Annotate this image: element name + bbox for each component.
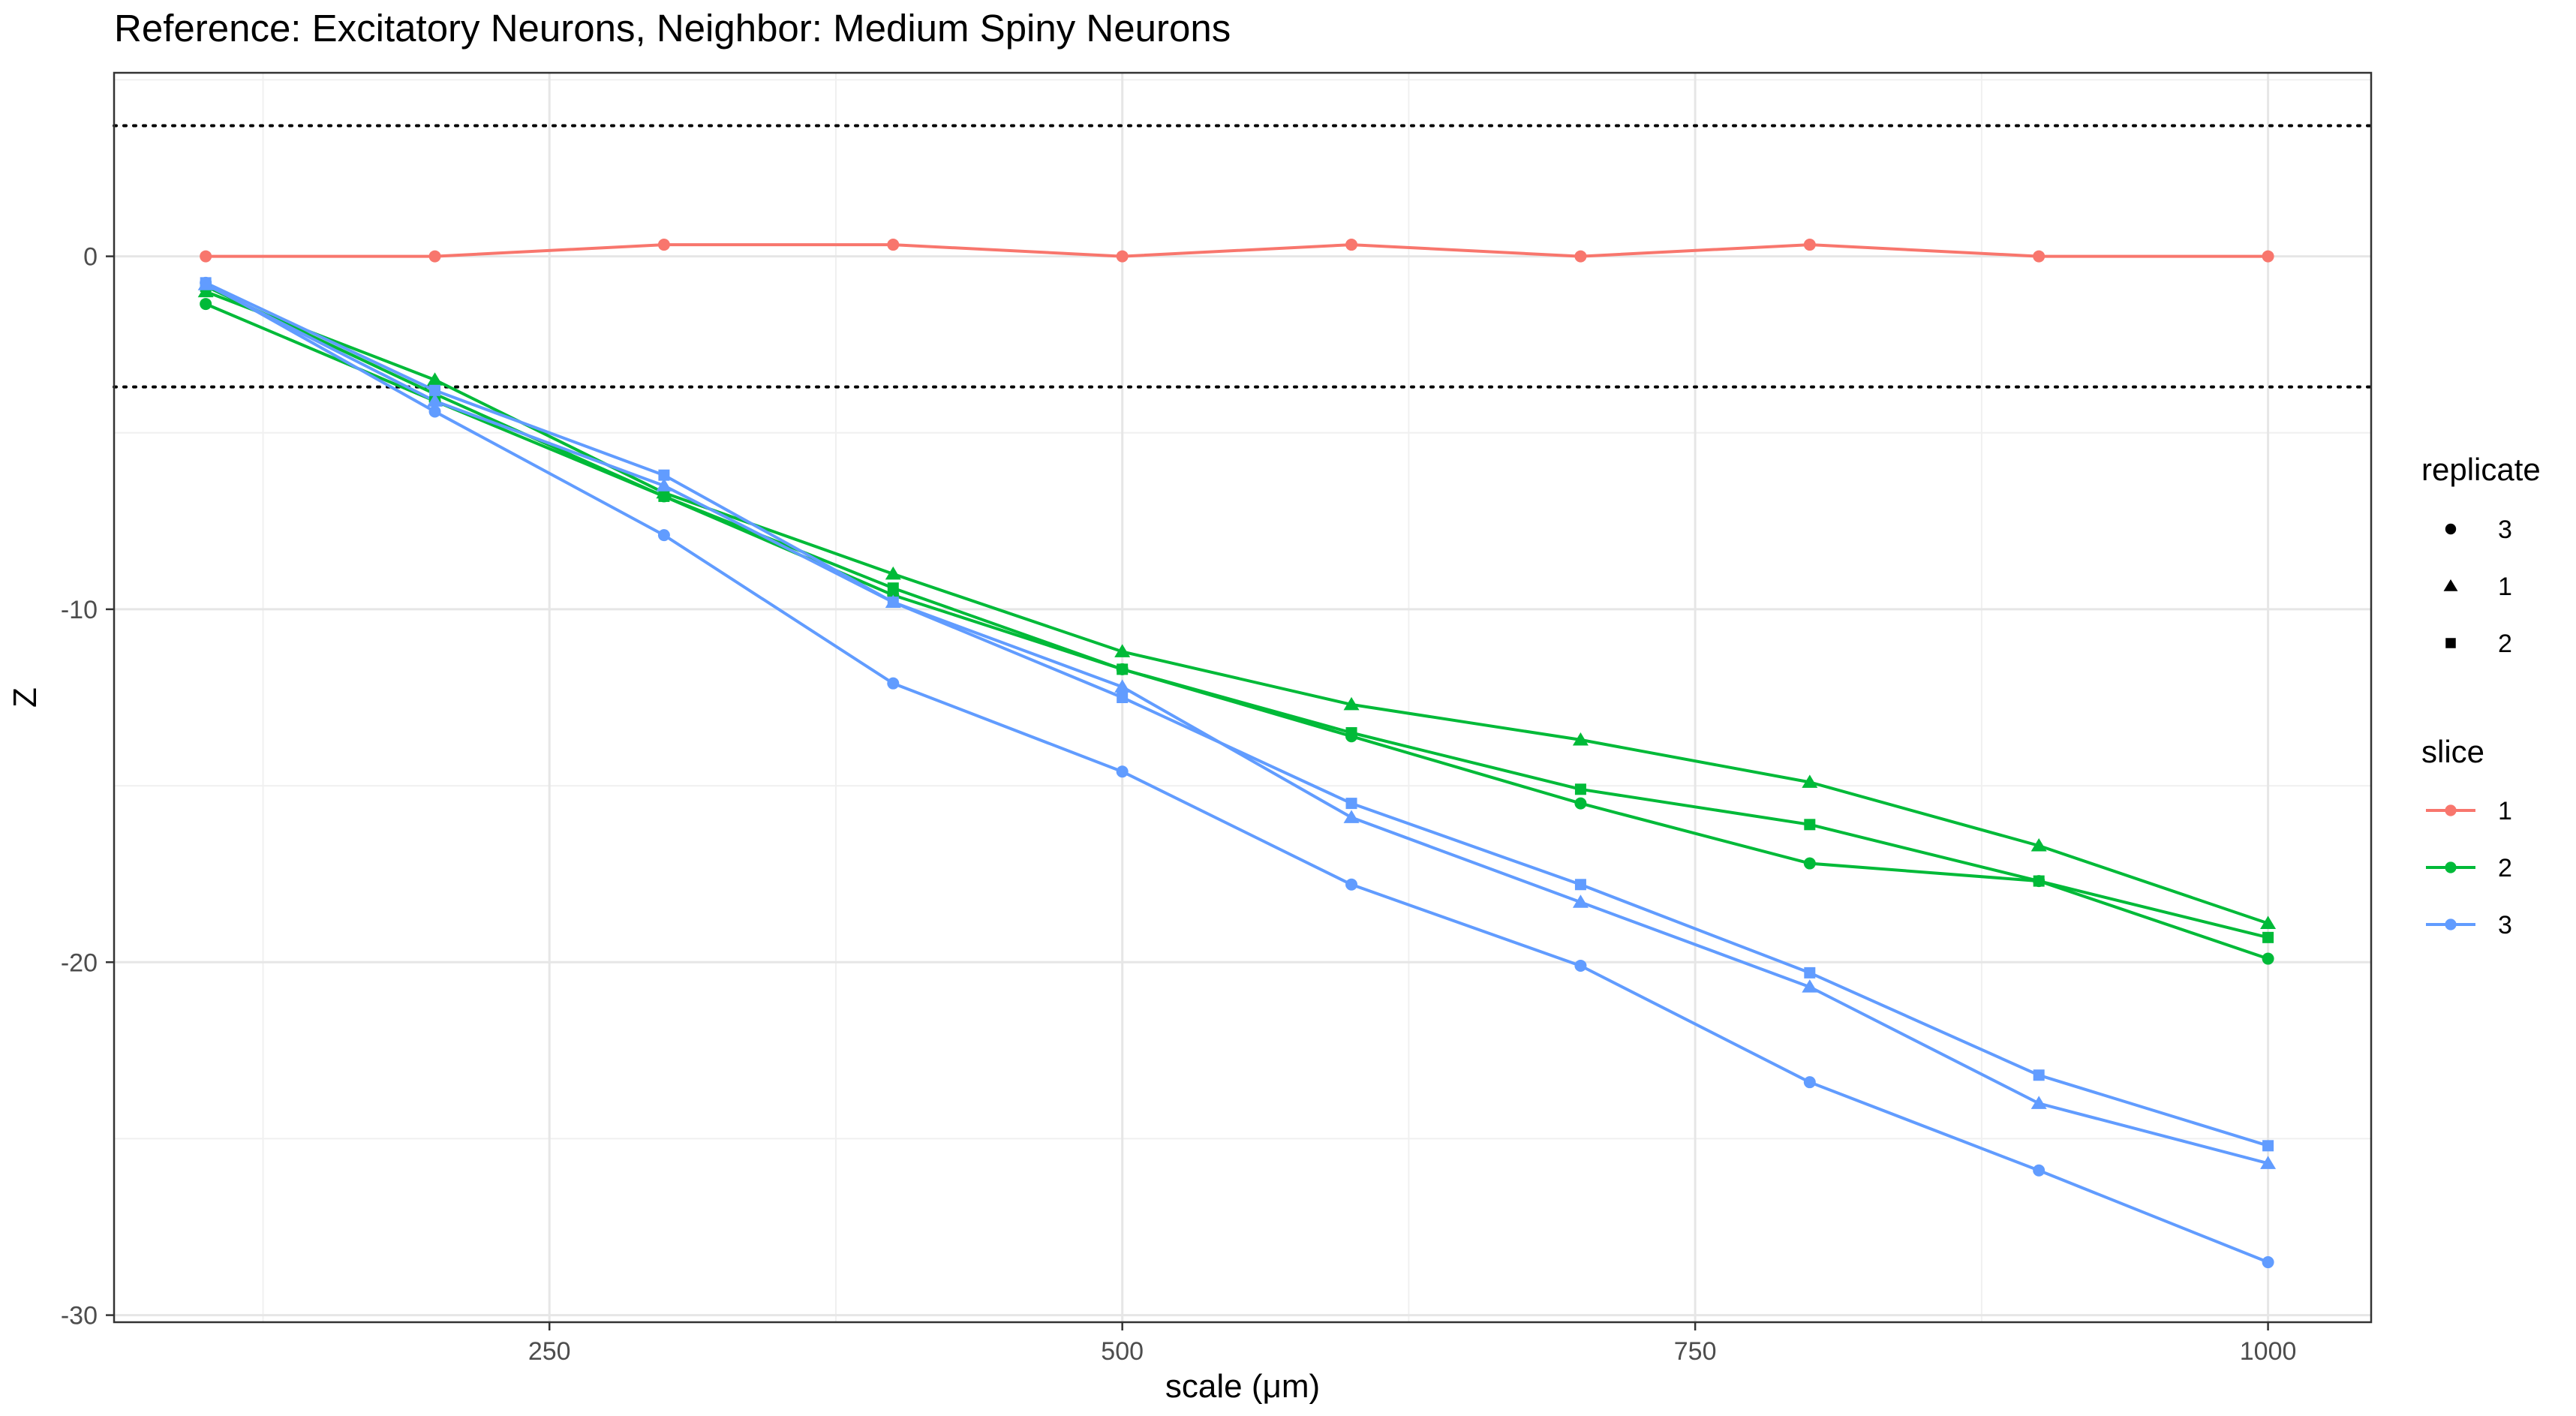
data-point <box>2262 1256 2274 1269</box>
data-point <box>1114 679 1131 693</box>
data-point <box>1572 732 1589 746</box>
x-tick-label: 750 <box>1674 1337 1717 1366</box>
chart-title: Reference: Excitatory Neurons, Neighbor:… <box>114 7 1231 50</box>
data-point <box>2030 1096 2047 1109</box>
axis-ticks: 250 500 750 1000 0 -10 -20 -30 <box>61 243 2297 1366</box>
data-point <box>1345 878 1358 891</box>
data-point <box>428 405 441 418</box>
data-point <box>658 490 670 502</box>
data-point <box>887 239 900 251</box>
data-point <box>1116 765 1129 778</box>
series-lines <box>205 243 2269 1264</box>
series-line-slice-3-replicate-1 <box>205 283 2269 1165</box>
legend-key-replicate-2 <box>2445 638 2456 648</box>
data-point <box>1345 798 1357 810</box>
series-line-slice-2-replicate-1 <box>205 290 2269 925</box>
legend-label: 2 <box>2498 854 2512 882</box>
data-point <box>1803 857 1816 870</box>
data-point <box>887 597 899 609</box>
data-point <box>657 529 670 542</box>
y-tick-label: -20 <box>61 949 98 977</box>
legend-key-point-slice-3 <box>2445 918 2457 930</box>
series-line-slice-1-replicate-3 <box>206 243 2268 258</box>
series-line-slice-3-replicate-3 <box>205 281 2269 1264</box>
data-point <box>1574 797 1587 810</box>
data-point <box>1574 250 1587 263</box>
data-point <box>1343 810 1360 823</box>
legend-key-point-slice-2 <box>2445 861 2457 873</box>
data-point <box>2262 1140 2274 1152</box>
plot-panel-border <box>113 71 2373 1324</box>
data-point <box>2033 1164 2045 1177</box>
legend-key-replicate-1 <box>2443 579 2458 591</box>
x-tick-label: 250 <box>528 1337 571 1366</box>
data-point <box>1803 1076 1816 1089</box>
data-point <box>427 372 443 386</box>
data-point <box>887 582 899 594</box>
plot-panel-background <box>114 73 2371 1322</box>
data-point <box>2262 250 2274 263</box>
data-point <box>427 393 443 407</box>
data-point <box>1345 239 1358 251</box>
y-tick-label: -30 <box>61 1302 98 1330</box>
data-point <box>657 239 670 251</box>
data-point <box>2033 250 2045 263</box>
series-line-slice-2-replicate-2 <box>205 284 2269 939</box>
data-point <box>1345 727 1357 739</box>
data-point <box>200 250 212 263</box>
data-point <box>2033 1069 2045 1081</box>
data-point <box>2262 931 2274 943</box>
data-point <box>2260 1156 2277 1169</box>
data-point <box>2033 875 2045 887</box>
legend: replicate 3 1 2 slice 1 2 3 <box>2421 452 2541 939</box>
y-tick-label: 0 <box>83 243 98 272</box>
data-point <box>1116 250 1129 263</box>
y-axis-title: Z <box>7 687 44 708</box>
data-point <box>428 250 441 263</box>
legend-key-replicate-3 <box>2445 523 2457 535</box>
x-axis-title: scale (μm) <box>1165 1368 1320 1405</box>
legend-label: 2 <box>2498 630 2512 658</box>
grid <box>114 73 2371 1322</box>
data-point <box>1574 783 1586 795</box>
data-point <box>1343 696 1360 711</box>
data-point <box>200 298 212 311</box>
legend-label: 3 <box>2498 516 2512 544</box>
data-point <box>1572 894 1589 908</box>
data-point <box>429 384 441 396</box>
data-point <box>2260 915 2277 930</box>
data-point <box>1804 819 1816 831</box>
data-point <box>1574 879 1586 891</box>
data-point <box>656 478 672 492</box>
data-point <box>1804 967 1816 979</box>
data-point <box>200 277 212 289</box>
data-point <box>2030 838 2047 852</box>
data-point <box>1574 959 1587 972</box>
legend-label: 1 <box>2498 797 2512 825</box>
series-line-slice-2-replicate-3 <box>205 302 2269 961</box>
data-points <box>197 239 2277 1269</box>
data-point <box>885 566 901 580</box>
legend-label: 3 <box>2498 911 2512 939</box>
series-line-slice-3-replicate-2 <box>205 281 2269 1147</box>
legend-title-replicate: replicate <box>2421 452 2541 487</box>
x-tick-label: 500 <box>1101 1337 1144 1366</box>
data-point <box>887 677 900 690</box>
legend-label: 1 <box>2498 573 2512 601</box>
data-point <box>1803 239 1816 251</box>
x-tick-label: 1000 <box>2240 1337 2297 1366</box>
data-point <box>658 469 670 481</box>
legend-key-point-slice-1 <box>2445 804 2457 816</box>
data-point <box>1114 644 1131 657</box>
legend-title-slice: slice <box>2421 734 2484 769</box>
data-point <box>2262 952 2274 965</box>
data-point <box>1802 979 1818 993</box>
data-point <box>1802 774 1818 788</box>
data-point <box>1117 692 1129 703</box>
y-tick-label: -10 <box>61 596 98 624</box>
data-point <box>1117 663 1129 675</box>
